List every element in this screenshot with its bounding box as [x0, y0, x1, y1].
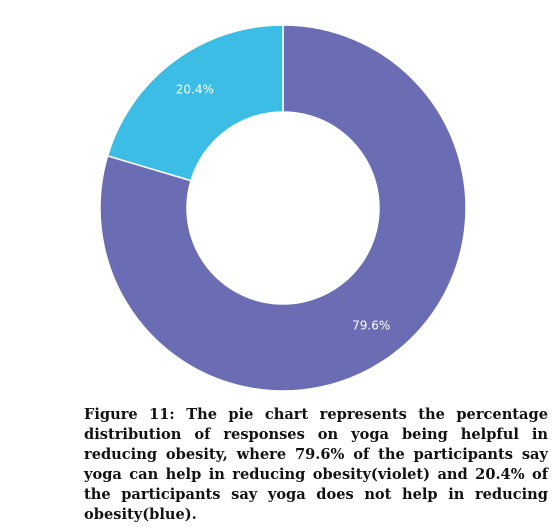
donut-slice-0	[99, 24, 467, 392]
slice-label-0: 79.6%	[352, 319, 390, 333]
donut-chart-svg: 79.6% 20.4%	[99, 24, 467, 392]
figure-caption: Figure 11: The pie chart represents the …	[84, 406, 548, 523]
donut-chart: 79.6% 20.4%	[99, 24, 467, 392]
donut-slice-1	[106, 24, 284, 182]
slice-label-1: 20.4%	[176, 82, 214, 96]
